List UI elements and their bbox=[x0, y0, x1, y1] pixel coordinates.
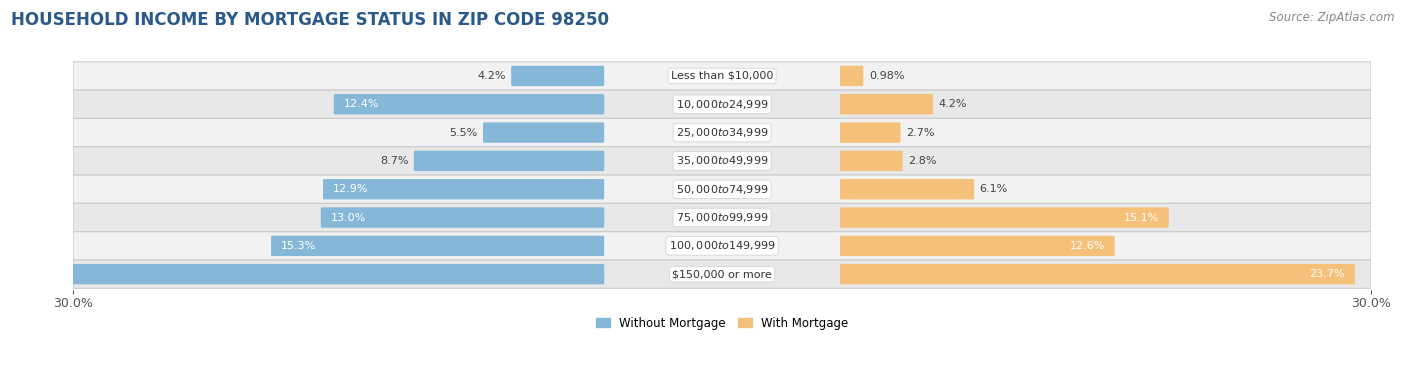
Text: $75,000 to $99,999: $75,000 to $99,999 bbox=[676, 211, 768, 224]
Text: $25,000 to $34,999: $25,000 to $34,999 bbox=[676, 126, 768, 139]
FancyBboxPatch shape bbox=[839, 151, 903, 171]
Text: HOUSEHOLD INCOME BY MORTGAGE STATUS IN ZIP CODE 98250: HOUSEHOLD INCOME BY MORTGAGE STATUS IN Z… bbox=[11, 11, 609, 29]
FancyBboxPatch shape bbox=[73, 232, 1371, 260]
Text: 0.98%: 0.98% bbox=[869, 71, 904, 81]
Text: 12.4%: 12.4% bbox=[343, 99, 380, 109]
FancyBboxPatch shape bbox=[0, 264, 605, 284]
Text: 15.3%: 15.3% bbox=[281, 241, 316, 251]
Text: $35,000 to $49,999: $35,000 to $49,999 bbox=[676, 154, 768, 167]
Text: $150,000 or more: $150,000 or more bbox=[672, 269, 772, 279]
FancyBboxPatch shape bbox=[839, 235, 1115, 256]
Text: 8.7%: 8.7% bbox=[380, 156, 408, 166]
Text: $10,000 to $24,999: $10,000 to $24,999 bbox=[676, 98, 768, 111]
FancyBboxPatch shape bbox=[73, 90, 1371, 118]
FancyBboxPatch shape bbox=[484, 122, 605, 143]
Text: 12.6%: 12.6% bbox=[1070, 241, 1105, 251]
Text: 13.0%: 13.0% bbox=[330, 212, 366, 223]
Text: Less than $10,000: Less than $10,000 bbox=[671, 71, 773, 81]
FancyBboxPatch shape bbox=[271, 235, 605, 256]
Text: Source: ZipAtlas.com: Source: ZipAtlas.com bbox=[1270, 11, 1395, 24]
FancyBboxPatch shape bbox=[839, 66, 863, 86]
FancyBboxPatch shape bbox=[73, 260, 1371, 288]
Text: 12.9%: 12.9% bbox=[333, 184, 368, 194]
Text: $100,000 to $149,999: $100,000 to $149,999 bbox=[669, 239, 776, 253]
Text: 4.2%: 4.2% bbox=[477, 71, 506, 81]
Text: 2.8%: 2.8% bbox=[908, 156, 936, 166]
FancyBboxPatch shape bbox=[839, 179, 974, 200]
Text: 5.5%: 5.5% bbox=[450, 128, 478, 138]
Text: 4.2%: 4.2% bbox=[938, 99, 967, 109]
FancyBboxPatch shape bbox=[512, 66, 605, 86]
Text: 23.7%: 23.7% bbox=[1309, 269, 1346, 279]
FancyBboxPatch shape bbox=[73, 118, 1371, 147]
FancyBboxPatch shape bbox=[73, 147, 1371, 175]
FancyBboxPatch shape bbox=[321, 208, 605, 228]
Text: 28.1%: 28.1% bbox=[4, 269, 39, 279]
FancyBboxPatch shape bbox=[73, 62, 1371, 90]
FancyBboxPatch shape bbox=[839, 94, 934, 115]
FancyBboxPatch shape bbox=[73, 203, 1371, 232]
FancyBboxPatch shape bbox=[839, 122, 901, 143]
FancyBboxPatch shape bbox=[73, 175, 1371, 203]
Text: $50,000 to $74,999: $50,000 to $74,999 bbox=[676, 183, 768, 196]
FancyBboxPatch shape bbox=[839, 208, 1168, 228]
Text: 2.7%: 2.7% bbox=[905, 128, 935, 138]
FancyBboxPatch shape bbox=[333, 94, 605, 115]
FancyBboxPatch shape bbox=[839, 264, 1355, 284]
Text: 6.1%: 6.1% bbox=[980, 184, 1008, 194]
Legend: Without Mortgage, With Mortgage: Without Mortgage, With Mortgage bbox=[591, 312, 853, 334]
FancyBboxPatch shape bbox=[323, 179, 605, 200]
FancyBboxPatch shape bbox=[413, 151, 605, 171]
Text: 15.1%: 15.1% bbox=[1123, 212, 1159, 223]
